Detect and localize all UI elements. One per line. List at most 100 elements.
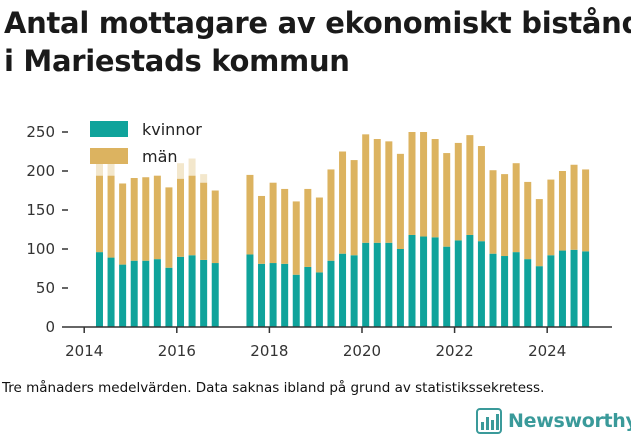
bar-man bbox=[211, 190, 219, 264]
bar-kvinnor bbox=[466, 234, 474, 327]
x-tick-label: 2018 bbox=[250, 342, 288, 360]
bar-man bbox=[558, 171, 566, 251]
bar-man bbox=[362, 134, 370, 243]
bar-kvinnor bbox=[339, 253, 347, 327]
bar-man bbox=[304, 188, 312, 267]
bar-man bbox=[373, 139, 381, 243]
bar-kvinnor bbox=[200, 259, 208, 327]
bar-kvinnor bbox=[582, 251, 590, 327]
bar-man bbox=[582, 169, 590, 252]
bar-incomplete-cap bbox=[107, 160, 115, 176]
bar-man bbox=[466, 135, 474, 235]
bar-kvinnor bbox=[420, 236, 428, 327]
bar-man bbox=[431, 139, 439, 238]
bar-man bbox=[107, 175, 115, 258]
bar-kvinnor bbox=[119, 264, 127, 327]
bar-man bbox=[177, 178, 185, 257]
bar-man bbox=[281, 188, 289, 264]
bar-kvinnor bbox=[443, 246, 451, 327]
y-tick-label: 250 bbox=[26, 123, 55, 141]
bar-kvinnor bbox=[211, 263, 219, 327]
bars-layer bbox=[95, 132, 590, 327]
bar-kvinnor bbox=[327, 260, 335, 327]
x-tick-label: 2020 bbox=[343, 342, 381, 360]
bar-man bbox=[142, 177, 150, 261]
bar-kvinnor bbox=[269, 263, 277, 327]
bar-man bbox=[443, 153, 451, 247]
bar-kvinnor bbox=[477, 241, 485, 327]
legend: kvinnor män bbox=[90, 120, 202, 166]
bar-incomplete-cap bbox=[95, 160, 103, 176]
bar-man bbox=[315, 197, 323, 273]
bar-man bbox=[200, 182, 208, 260]
bar-kvinnor bbox=[107, 257, 115, 327]
bar-man bbox=[420, 132, 428, 237]
bar-kvinnor bbox=[177, 256, 185, 327]
bar-man bbox=[385, 141, 393, 243]
bar-kvinnor bbox=[524, 259, 532, 327]
bar-kvinnor bbox=[153, 259, 161, 327]
bar-man bbox=[95, 175, 103, 253]
bar-man bbox=[501, 174, 509, 257]
bar-man bbox=[269, 182, 277, 264]
legend-swatch-kvinnor bbox=[90, 121, 128, 137]
bar-man bbox=[327, 169, 335, 261]
bar-incomplete-cap bbox=[200, 174, 208, 183]
bar-man bbox=[535, 199, 543, 267]
bar-kvinnor bbox=[292, 274, 300, 327]
bar-kvinnor bbox=[431, 237, 439, 327]
bar-man bbox=[570, 164, 578, 250]
bar-kvinnor bbox=[570, 249, 578, 327]
bar-kvinnor bbox=[501, 256, 509, 327]
bar-man bbox=[524, 181, 532, 260]
bar-man bbox=[350, 160, 358, 256]
bar-kvinnor bbox=[362, 242, 370, 327]
legend-swatch-man bbox=[90, 148, 128, 164]
bar-man bbox=[188, 175, 196, 256]
bar-kvinnor bbox=[385, 242, 393, 327]
bar-kvinnor bbox=[246, 254, 254, 327]
bar-man bbox=[292, 201, 300, 275]
axes-layer: 0 50 100 150 200 250 2014 2016 2018 2020 2022 2024 bbox=[26, 123, 612, 360]
bar-man bbox=[396, 153, 404, 249]
y-tick-label: 200 bbox=[26, 162, 55, 180]
footnote: Tre månaders medelvärden. Data saknas ib… bbox=[2, 380, 545, 396]
newsworthy-logo-icon bbox=[476, 408, 502, 434]
bar-man bbox=[246, 174, 254, 255]
y-tick-label: 0 bbox=[45, 318, 55, 336]
bar-man bbox=[408, 132, 416, 235]
bar-kvinnor bbox=[281, 263, 289, 327]
bar-kvinnor bbox=[188, 255, 196, 327]
bar-man bbox=[119, 183, 127, 265]
bar-man bbox=[165, 187, 173, 268]
bar-man bbox=[130, 178, 138, 261]
x-tick-label: 2014 bbox=[65, 342, 103, 360]
bar-kvinnor bbox=[304, 266, 312, 327]
bar-incomplete-cap bbox=[188, 158, 196, 176]
newsworthy-brand[interactable]: Newsworthy bbox=[476, 408, 631, 434]
bar-kvinnor bbox=[350, 255, 358, 327]
legend-label-man: män bbox=[142, 147, 178, 166]
chart-title-line-2: i Mariestads kommun bbox=[4, 44, 350, 78]
bar-kvinnor bbox=[454, 240, 462, 327]
bar-man bbox=[547, 179, 555, 256]
x-tick-label: 2024 bbox=[528, 342, 566, 360]
legend-label-kvinnor: kvinnor bbox=[142, 120, 202, 139]
chart-title: Antal mottagare av ekonomiskt bistånd i … bbox=[4, 4, 631, 80]
bar-kvinnor bbox=[373, 242, 381, 327]
brand-name: Newsworthy bbox=[508, 410, 631, 432]
bar-incomplete-cap bbox=[177, 163, 185, 179]
bar-kvinnor bbox=[489, 253, 497, 327]
bar-man bbox=[477, 146, 485, 242]
bar-kvinnor bbox=[535, 266, 543, 327]
bar-man bbox=[153, 175, 161, 260]
bar-man bbox=[258, 195, 266, 264]
bar-kvinnor bbox=[408, 234, 416, 327]
bar-man bbox=[339, 151, 347, 254]
bar-kvinnor bbox=[142, 260, 150, 327]
bar-kvinnor bbox=[558, 250, 566, 327]
bar-kvinnor bbox=[512, 252, 520, 327]
bar-kvinnor bbox=[95, 252, 103, 327]
bar-kvinnor bbox=[396, 249, 404, 327]
